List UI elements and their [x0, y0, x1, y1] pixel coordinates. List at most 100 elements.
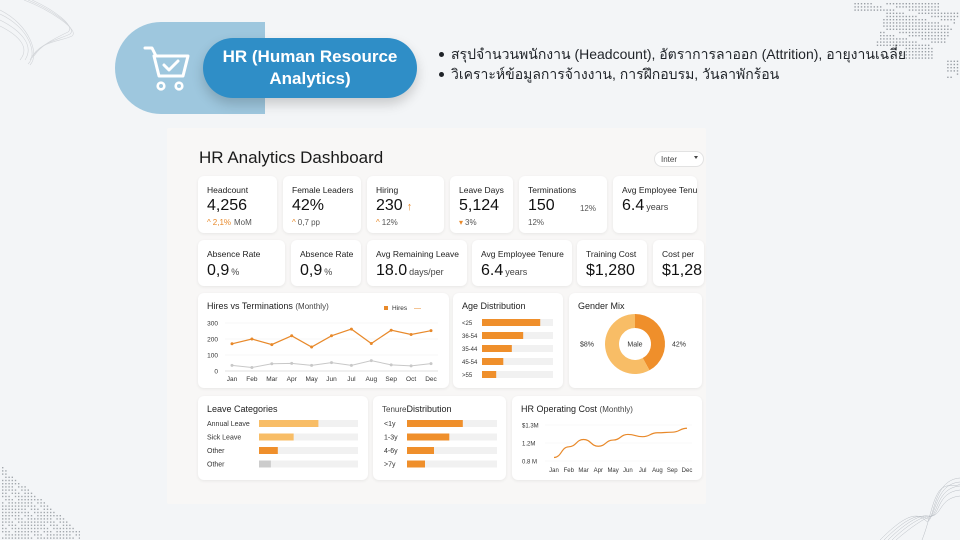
- decor-dot: [30, 492, 33, 494]
- decor-dot: [896, 19, 898, 21]
- kpi-unit: years: [646, 202, 669, 212]
- decor-dot: [918, 31, 920, 34]
- decor-dot: [18, 502, 20, 504]
- decor-dot: [889, 25, 891, 27]
- decor-dot: [43, 531, 45, 533]
- decor-dot: [18, 515, 20, 517]
- decor-dot: [11, 492, 13, 494]
- decor-dot: [931, 28, 933, 30]
- decor-dot: [34, 534, 36, 536]
- decor-dot: [8, 489, 10, 491]
- decor-dot: [921, 6, 923, 8]
- bar: [482, 371, 497, 378]
- decor-dot: [953, 67, 955, 69]
- decor-dot: [40, 502, 42, 504]
- decor-dot: [66, 537, 68, 539]
- operating-cost-chart: 0.8 M 1.2M $1.3M Jan Feb Mar Apr May Jun Jul Aug Se…: [522, 424, 693, 475]
- decor-dot: [908, 6, 911, 8]
- decor-dot: [37, 508, 39, 510]
- decor-dot: [931, 3, 933, 5]
- decor-dot: [5, 486, 7, 488]
- data-point: [270, 343, 274, 347]
- decor-dot: [924, 31, 927, 34]
- decor-dot: [37, 511, 39, 514]
- decor-dot: [950, 12, 952, 14]
- decor-dot: [902, 22, 904, 24]
- decor-dot: [889, 41, 891, 43]
- decor-dot: [889, 22, 891, 24]
- decor-dot: [899, 15, 901, 18]
- decor-dot: [940, 41, 943, 43]
- decor-dot: [5, 511, 7, 514]
- decor-dot: [953, 12, 955, 14]
- decor-dot: [18, 521, 20, 523]
- decor-dot: [883, 31, 885, 34]
- gender-mix-donut: Male $8% 42%: [580, 314, 686, 374]
- decor-dot: [59, 515, 61, 517]
- kpi-card: Hiring 230 ↑ ^ 12%: [367, 176, 444, 233]
- decor-dot: [937, 41, 939, 43]
- decor-dot: [14, 511, 17, 514]
- decor-dot: [864, 6, 866, 8]
- hero-bullets: สรุปจำนวนพนักงาน (Headcount), อัตราการลา…: [437, 44, 906, 84]
- decor-dot: [899, 19, 901, 21]
- bar: [482, 345, 512, 352]
- x-tick-label: Jan: [227, 376, 238, 383]
- decor-dot: [896, 41, 898, 43]
- decor-dot: [899, 3, 901, 5]
- decor-dot: [59, 537, 61, 539]
- decor-dot: [37, 531, 39, 533]
- decor-dot: [30, 502, 33, 504]
- decor-dot: [883, 41, 885, 43]
- decor-dot: [912, 44, 914, 46]
- decor-dot: [899, 28, 901, 30]
- legend-label: Hires: [392, 305, 408, 312]
- x-tick-label: Apr: [287, 376, 298, 383]
- decor-dot: [59, 518, 61, 520]
- decor-dot: [21, 499, 23, 501]
- decor-dot: [899, 12, 901, 14]
- decor-dot: [908, 57, 911, 59]
- decor-dot: [40, 527, 42, 530]
- decor-dot: [886, 25, 888, 27]
- decor-dot: [886, 28, 888, 30]
- decor-dot: [912, 25, 914, 27]
- decor-dot: [889, 3, 891, 5]
- hires-vs-terminations-card: Hires vs Terminations (Monthly) 0 100 200 3…: [198, 293, 449, 388]
- decor-dot: [873, 9, 875, 11]
- kpi-label: Hiring: [376, 185, 399, 195]
- decor-dot: [928, 6, 930, 8]
- decor-dot: [2, 473, 4, 475]
- decor-dot: [50, 524, 52, 526]
- decor-dot: [934, 9, 936, 11]
- decor-dot: [2, 518, 4, 520]
- decor-dot: [931, 6, 933, 8]
- decor-dot: [918, 51, 920, 53]
- decor-dot: [2, 479, 4, 482]
- decor-dot: [915, 31, 917, 34]
- decor-dot: [864, 3, 866, 5]
- decor-dot: [24, 508, 26, 510]
- decor-dot: [931, 12, 933, 14]
- decor-dot: [934, 28, 936, 30]
- decor-dot: [43, 505, 45, 507]
- decor-dot: [75, 534, 77, 536]
- decor-dot: [937, 9, 939, 11]
- decor-dot: [78, 534, 80, 536]
- x-tick-label: Dec: [682, 468, 693, 474]
- decor-dot: [918, 47, 920, 50]
- filter-dropdown[interactable]: Inter: [654, 151, 704, 167]
- decor-dot: [5, 476, 7, 478]
- decor-dot: [934, 15, 936, 18]
- decor-dot: [24, 502, 26, 504]
- decor-dot: [915, 3, 917, 5]
- decor-dot: [30, 527, 33, 530]
- decor-dot: [8, 537, 10, 539]
- decor-dot: [46, 505, 49, 507]
- decor-dot: [870, 3, 872, 5]
- data-point: [250, 365, 254, 369]
- decor-dot: [892, 28, 895, 30]
- decor-dot: [912, 54, 914, 56]
- decor-dot: [14, 534, 17, 536]
- decor-dot: [37, 502, 39, 504]
